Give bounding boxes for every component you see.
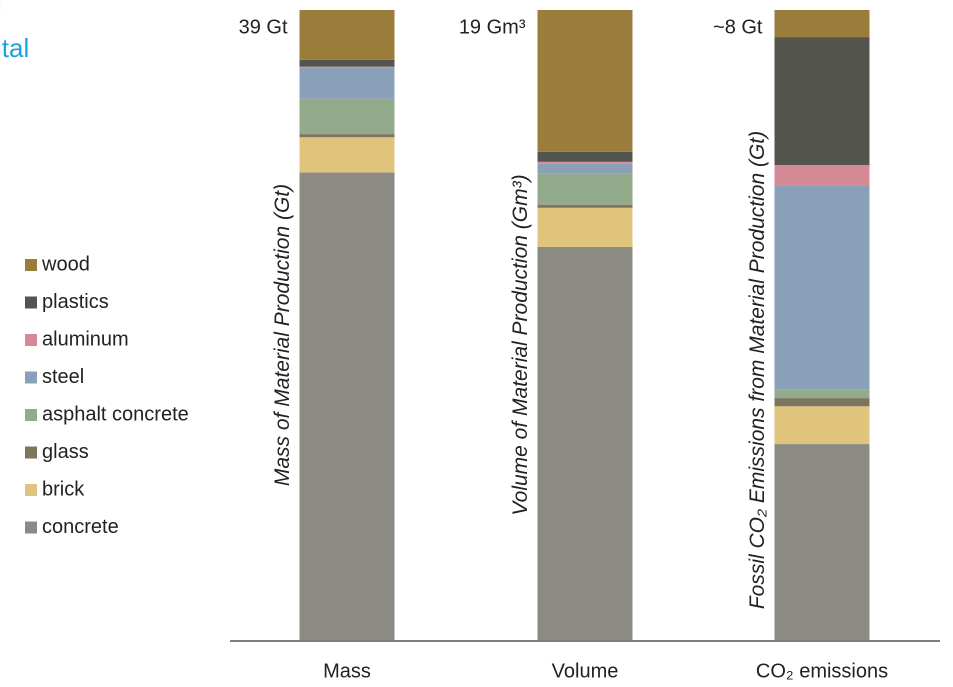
bar-segment xyxy=(537,246,633,640)
bar-segment xyxy=(299,66,395,68)
slide-fragment: l xyxy=(0,0,2,19)
bar-segment xyxy=(774,37,870,165)
category-label: CO₂ emissions xyxy=(756,660,888,682)
legend-swatch xyxy=(25,409,37,421)
axis-label: Fossil CO₂ Emissions from Material Produ… xyxy=(746,131,769,609)
total-label: 39 Gt xyxy=(239,16,288,38)
bar-segment xyxy=(299,59,395,67)
legend-label: asphalt concrete xyxy=(42,403,189,425)
legend-label: concrete xyxy=(42,516,119,538)
category-label: Mass xyxy=(323,660,371,682)
bar-segment xyxy=(774,185,870,390)
legend-label: wood xyxy=(41,253,90,275)
bar-segment xyxy=(299,172,395,641)
bar-segment xyxy=(774,389,870,399)
bar-segment xyxy=(774,444,870,640)
legend-label: brick xyxy=(42,478,85,500)
bar-segment xyxy=(299,134,395,138)
bar-segment xyxy=(774,398,870,407)
axis-label: Volume of Material Production (Gm³) xyxy=(509,174,532,515)
bar-segment xyxy=(299,67,395,99)
legend-swatch xyxy=(25,371,37,384)
slide-fragment: ital xyxy=(0,33,29,63)
legend-label: plastics xyxy=(42,291,109,313)
bar-segment xyxy=(299,10,395,60)
legend-swatch xyxy=(25,446,37,459)
bar-segment xyxy=(774,164,870,186)
bar-segment xyxy=(537,161,633,164)
bar-segment xyxy=(299,137,395,173)
bar-segment xyxy=(537,163,633,174)
legend-swatch xyxy=(25,484,37,496)
total-label: ~8 Gt xyxy=(713,16,763,38)
bar-segment xyxy=(299,98,395,135)
bar-segment xyxy=(774,10,870,38)
legend-label: steel xyxy=(42,366,84,388)
total-label: 19 Gm³ xyxy=(459,16,526,38)
legend-label: glass xyxy=(42,441,89,463)
bar-segment xyxy=(537,10,633,152)
bar-segment xyxy=(537,173,633,205)
bar-segment xyxy=(774,406,870,445)
legend-label: aluminum xyxy=(42,328,129,350)
bar-segment xyxy=(537,207,633,247)
legend-swatch xyxy=(25,259,37,271)
bar-segment xyxy=(537,151,633,162)
category-label: Volume xyxy=(552,660,619,682)
bar-segment xyxy=(537,204,633,208)
legend-swatch xyxy=(25,521,37,534)
axis-label: Mass of Material Production (Gt) xyxy=(271,184,294,486)
legend-swatch xyxy=(25,334,37,346)
legend-swatch xyxy=(25,296,37,309)
